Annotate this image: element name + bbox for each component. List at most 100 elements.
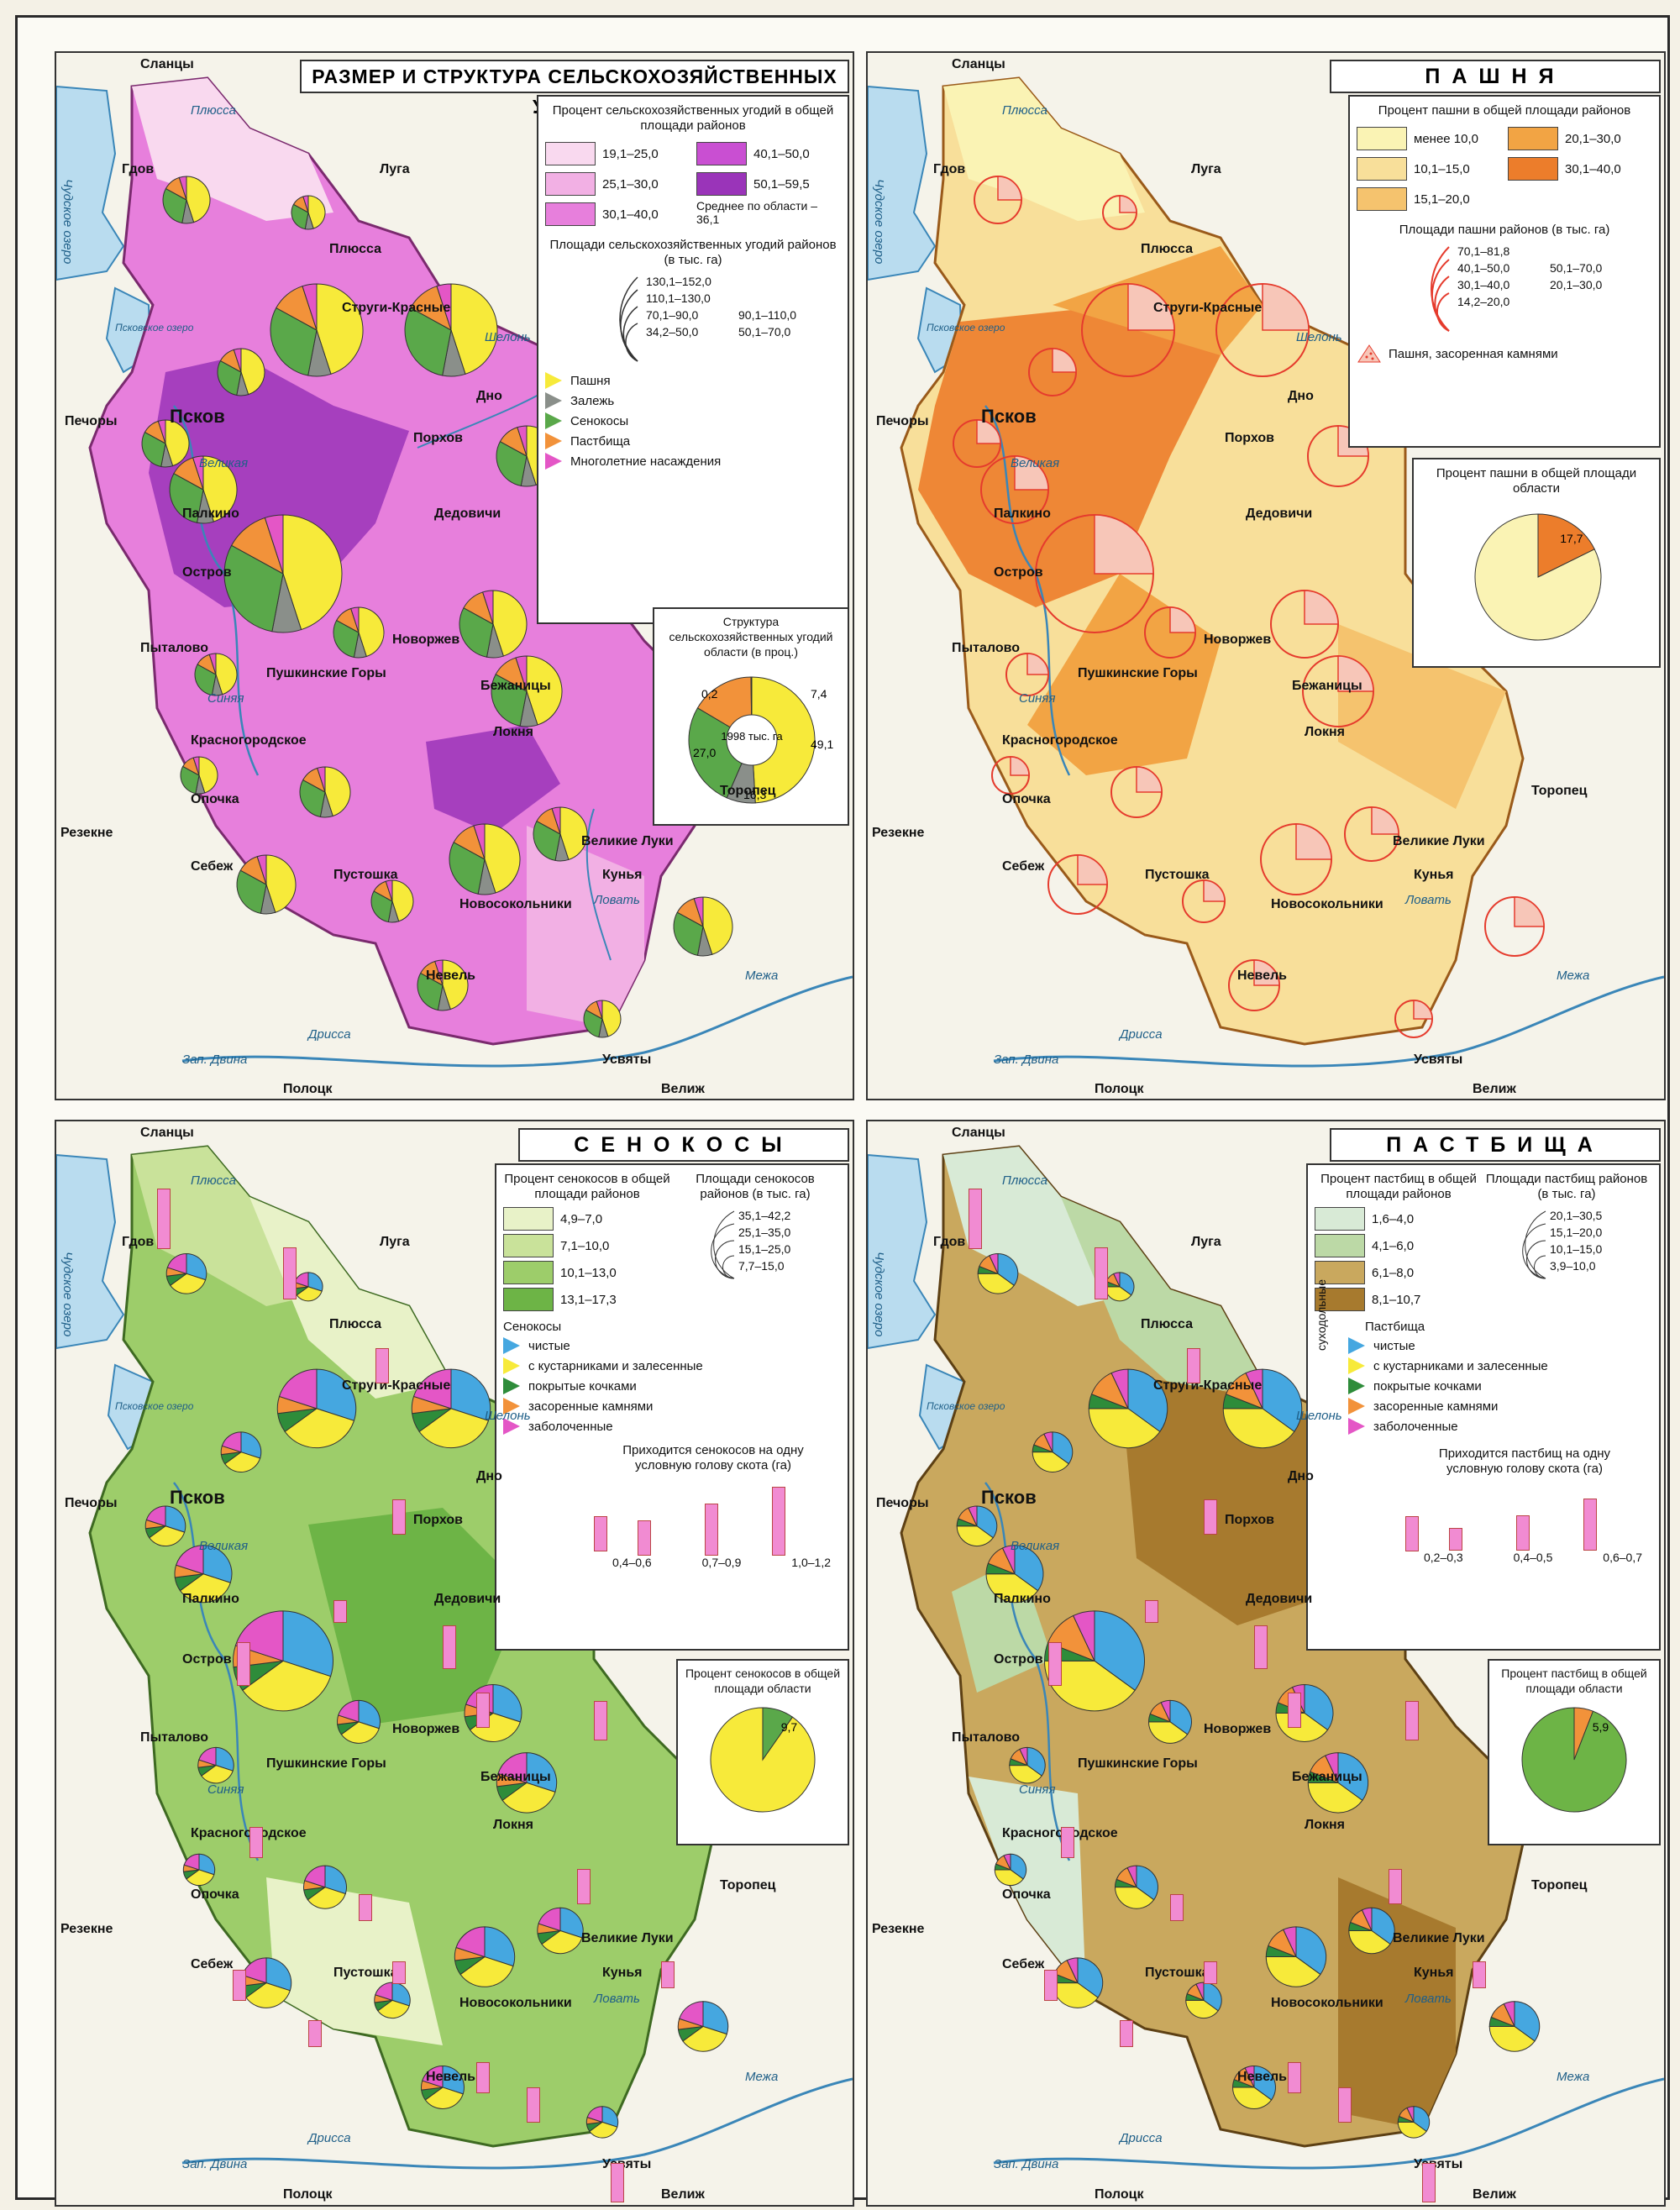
river-label-mezha: Межа bbox=[1557, 969, 1590, 983]
district-pie-slice bbox=[1136, 1865, 1158, 1901]
place-label-palkino: Палкино bbox=[994, 1591, 1051, 1606]
stony-sector bbox=[1052, 348, 1077, 373]
place-label-palkino: Палкино bbox=[182, 1591, 239, 1606]
place-label-krasnogorodskoe: Красногородское bbox=[1002, 1826, 1118, 1841]
place-label-polotsk: Полоцк bbox=[283, 1082, 333, 1096]
district-pie-slice bbox=[1003, 1853, 1011, 1871]
place-label-gdov: Гдов bbox=[122, 1234, 155, 1249]
district-pie-slice bbox=[1019, 1746, 1028, 1766]
district-pie-slice bbox=[442, 2065, 465, 2095]
place-label-novorzhev: Новоржев bbox=[392, 1721, 460, 1736]
map3-class-1: 7,1–10,0 bbox=[503, 1234, 671, 1257]
district-pie-slice bbox=[469, 1712, 521, 1742]
place-label-pushkinskie: Пушкинские Горы bbox=[1078, 1756, 1198, 1772]
per-head-bar bbox=[969, 1189, 982, 1249]
district-pie-slice bbox=[541, 1929, 583, 1955]
district-pie-slice bbox=[198, 1746, 217, 1766]
map1-swatch-0 bbox=[545, 142, 596, 165]
district-pie-slice bbox=[673, 911, 704, 956]
map4-swatch-3 bbox=[1315, 1288, 1365, 1311]
district-pie-slice bbox=[233, 348, 242, 373]
place-label-pytalovo: Пыталово bbox=[140, 1730, 209, 1745]
district-pie-slice bbox=[192, 756, 200, 776]
stony-sector bbox=[1010, 756, 1030, 776]
district-pie-slice bbox=[145, 1505, 166, 1527]
district-pie-slice bbox=[265, 1957, 292, 1992]
map4-class-0: 1,6–4,0 bbox=[1315, 1207, 1483, 1231]
map4-legend: Процент пастбищ в общей площади районов … bbox=[1306, 1163, 1661, 1651]
district-pie-slice bbox=[223, 544, 284, 633]
place-label-toropets: Торопец bbox=[720, 1878, 776, 1893]
map1-cat-4: Многолетние насаждения bbox=[545, 453, 841, 470]
district-pie-slice bbox=[165, 419, 190, 467]
map3-swatch-1 bbox=[503, 1234, 554, 1257]
map1-average: Среднее по области – 36,1 bbox=[696, 199, 818, 226]
place-label-rezekne: Резекне bbox=[60, 826, 113, 840]
map4-legend-heading: Процент пастбищ в общей площади районов bbox=[1320, 1172, 1477, 1201]
map3-title: СЕНОКОСЫ bbox=[518, 1128, 849, 1162]
per-head-bar bbox=[1473, 1961, 1486, 1988]
map3-type-3: засоренные камнями bbox=[503, 1398, 841, 1415]
place-label-pustoshka: Пустошка bbox=[333, 868, 398, 882]
river-label-velikaya: Великая bbox=[1011, 456, 1060, 470]
stony-sector bbox=[1295, 823, 1332, 860]
district-pie-slice bbox=[994, 1869, 1024, 1887]
category-triangle-icon bbox=[545, 372, 562, 389]
place-label-novorzhev: Новоржев bbox=[1204, 633, 1272, 647]
lake-label-pskovskoe: Псковское озеро bbox=[927, 322, 1005, 333]
map2-class-1: 10,1–15,0 bbox=[1357, 157, 1501, 181]
map4-type-1: с кустарниками и залесенные bbox=[1348, 1357, 1548, 1374]
stony-sector bbox=[1169, 606, 1196, 633]
map-agricultural-land: РАЗМЕР И СТРУКТУРА СЕЛЬСКОХОЗЯЙСТВЕННЫХ … bbox=[55, 51, 854, 1100]
district-pie-slice bbox=[284, 1408, 355, 1449]
district-pie-slice bbox=[1077, 1957, 1104, 1998]
place-label-pytalovo: Пыталово bbox=[140, 641, 209, 655]
district-pie-slice bbox=[1397, 2121, 1427, 2139]
district-pie-slice bbox=[404, 307, 452, 376]
per-head-bar-medium bbox=[705, 1504, 718, 1556]
share-pie-slice bbox=[710, 1707, 816, 1813]
place-label-novorzhev: Новоржев bbox=[1204, 1721, 1272, 1736]
district-pie-slice bbox=[533, 820, 561, 862]
map3-size-heading: Площади сенокосов районов (в тыс. га) bbox=[696, 1172, 815, 1201]
district-pie-slice bbox=[270, 307, 318, 376]
size-arcs-icon bbox=[619, 276, 638, 362]
district-pie-slice bbox=[1026, 1746, 1046, 1777]
map4-type-4: заболоченные bbox=[1348, 1418, 1548, 1435]
river-label-plyussa: Плюсса bbox=[191, 1173, 236, 1189]
map1-title: РАЗМЕР И СТРУКТУРА СЕЛЬСКОХОЗЯЙСТВЕННЫХ … bbox=[300, 60, 849, 118]
district-pie-slice bbox=[183, 1853, 200, 1871]
map3-legend-heading: Процент сенокосов в общей площади районо… bbox=[504, 1172, 670, 1201]
map4-swatch-2 bbox=[1315, 1261, 1365, 1284]
category-triangle-icon bbox=[1348, 1418, 1365, 1435]
place-label-novosokolniki: Новосокольники bbox=[1271, 1996, 1383, 2011]
district-pie-slice bbox=[1361, 1907, 1373, 1931]
per-head-bar bbox=[308, 2020, 322, 2047]
district-pie-slice bbox=[1147, 1721, 1189, 1744]
share-value-label: 9,7 bbox=[781, 1720, 798, 1734]
map3-legend: Процент сенокосов в общей площади районо… bbox=[495, 1163, 849, 1651]
map1-swatch-2 bbox=[545, 202, 596, 226]
place-label-strugi: Струги-Красные bbox=[1153, 301, 1263, 315]
category-triangle-icon bbox=[545, 412, 562, 429]
structure-value-label: 0,2 bbox=[701, 687, 718, 701]
place-label-novosokolniki: Новосокольники bbox=[459, 897, 572, 911]
district-pie-slice bbox=[473, 823, 486, 860]
lake-label-chudskoe: Чудское озеро bbox=[872, 179, 886, 265]
district-pie-slice bbox=[1244, 2065, 1255, 2088]
district-pie-slice bbox=[1265, 1956, 1321, 1987]
place-label-pytalovo: Пыталово bbox=[952, 1730, 1021, 1745]
district-pie-slice bbox=[968, 1505, 978, 1526]
district-pie-slice bbox=[1253, 2065, 1276, 2101]
stony-sector bbox=[1413, 1000, 1433, 1020]
district-pie-slice bbox=[1032, 1451, 1069, 1472]
district-pie-slice bbox=[170, 1273, 207, 1294]
map2-share-box: Процент пашни в общей площади области 17… bbox=[1412, 458, 1661, 668]
district-pie-slice bbox=[455, 1926, 486, 1958]
map2-class-2: 15,1–20,0 bbox=[1357, 187, 1501, 211]
river-label-zap_dvina: Зап. Двина bbox=[182, 2157, 248, 2171]
district-pie-slice bbox=[169, 473, 204, 523]
place-label-pskov: Псков bbox=[981, 406, 1037, 427]
district-pie-slice bbox=[264, 514, 284, 575]
district-pie-slice bbox=[1337, 1752, 1369, 1802]
